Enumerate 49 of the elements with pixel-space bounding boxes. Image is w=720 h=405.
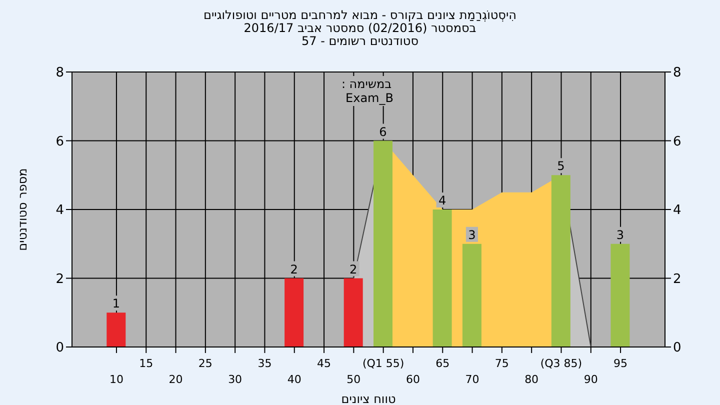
bar xyxy=(462,244,482,347)
y-tick-label: 6 xyxy=(56,134,64,150)
x-tick-label: 35 xyxy=(258,357,272,370)
x-tick-label: 65 xyxy=(436,357,450,370)
x-tick-label: 30 xyxy=(228,373,242,386)
y-tick-label: 4 xyxy=(56,203,64,218)
data-label: 3 xyxy=(468,228,476,242)
x-tick-label: 25 xyxy=(198,357,212,370)
chart-title: הִיסְטוֹגְרַמַת ציונים בקורס - מבוא למרחבים מטריים וטופולוגיים xyxy=(202,8,518,22)
data-label: 1 xyxy=(112,296,120,311)
x-tick-label: 90 xyxy=(584,373,598,386)
x-axis-title: טווח ציונים xyxy=(341,392,396,405)
data-label: 6 xyxy=(379,124,387,139)
y2-tick-label: 2 xyxy=(673,272,682,287)
y2-tick-label: 4 xyxy=(673,203,682,218)
bar xyxy=(432,210,452,347)
y-tick-label: 8 xyxy=(56,66,64,81)
y-tick-label: 2 xyxy=(56,272,64,287)
y2-tick-label: 8 xyxy=(673,66,682,81)
x-tick-label: (Q3 85) xyxy=(540,357,582,370)
y2-tick-label: 6 xyxy=(673,134,682,150)
bar xyxy=(610,244,630,347)
x-tick-label: 45 xyxy=(317,357,332,370)
x-tick-label: 40 xyxy=(287,373,302,386)
x-tick-label: 10 xyxy=(109,373,124,386)
bar xyxy=(106,312,126,347)
x-tick-label: 20 xyxy=(168,373,183,386)
x-tick-label: 15 xyxy=(139,357,154,370)
y2-tick-label: 0 xyxy=(673,340,682,356)
y-axis-title: מספר סטודנטים xyxy=(15,168,30,251)
y-tick-label: 0 xyxy=(56,340,64,356)
x-tick-label: 75 xyxy=(494,357,509,370)
x-tick-label: 70 xyxy=(465,373,480,386)
data-label: 3 xyxy=(616,228,624,242)
x-tick-label: (Q1 55) xyxy=(362,357,404,370)
data-label: 2 xyxy=(350,262,358,276)
bar xyxy=(374,140,392,347)
chart-subtitle: בסמסטר (02/2016) סמסטר אביב 2016/17 סטודנטים רשומים - 57 xyxy=(242,21,476,48)
x-tick-label: 80 xyxy=(524,373,539,386)
x-tick-label: 95 xyxy=(614,357,628,370)
x-tick-label: 60 xyxy=(406,373,420,386)
bar xyxy=(551,175,570,347)
data-label: 2 xyxy=(290,262,298,276)
annotation: במשימה : Exam_B xyxy=(341,76,395,106)
bar xyxy=(284,278,304,347)
data-label: 5 xyxy=(557,159,565,174)
bar xyxy=(344,278,363,347)
data-label: 4 xyxy=(438,194,446,208)
x-tick-label: 50 xyxy=(346,373,361,386)
